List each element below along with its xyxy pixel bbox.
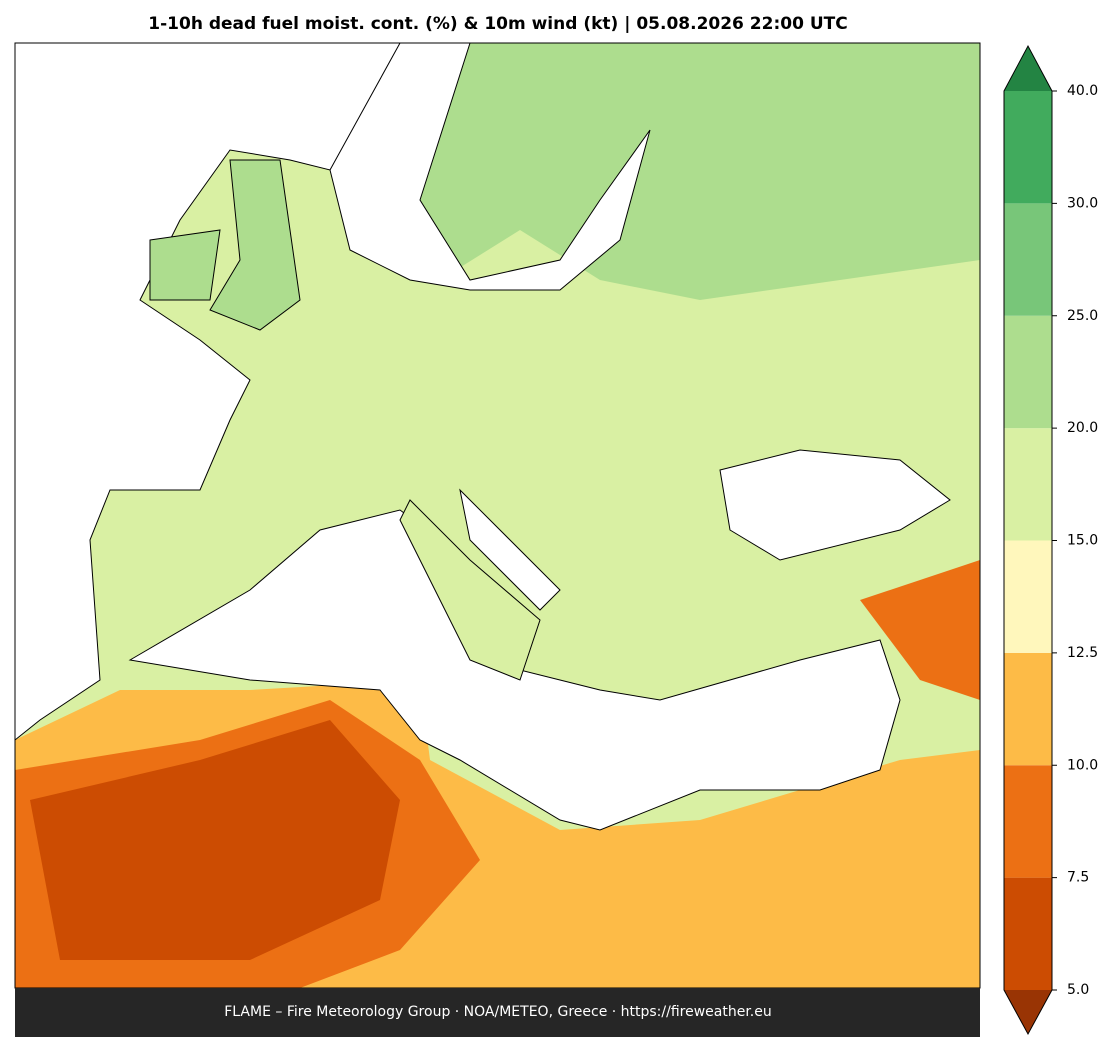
colorbar-band (1004, 765, 1052, 878)
colorbar-tick-label: 40.0 (1067, 83, 1098, 99)
colorbar-tick-label: 5.0 (1067, 982, 1089, 998)
colorbar-band (1004, 428, 1052, 541)
land-sahara-dry (30, 720, 400, 960)
land-north (380, 43, 980, 300)
ireland (149, 229, 221, 301)
adriatic (459, 488, 561, 611)
colorbar-band (1004, 91, 1052, 204)
baltic (329, 42, 651, 291)
colorbar-band (1004, 877, 1052, 990)
colorbar-band (1004, 203, 1052, 316)
title: 1-10h dead fuel moist. cont. (%) & 10m w… (148, 14, 847, 34)
footer-bar (15, 988, 980, 1037)
colorbar: 5.0 7.5 10.0 12.5 15.0 20.0 25.0 30.0 40.0 (1003, 44, 1098, 1036)
colorbar-tick-label: 20.0 (1067, 420, 1098, 436)
colorbar-band (1004, 652, 1052, 766)
britain (209, 159, 301, 331)
black-sea (719, 449, 951, 561)
italy (399, 499, 541, 681)
footer-text: FLAME – Fire Meteorology Group · NOA/MET… (224, 1004, 772, 1020)
colorbar-tick-label: 30.0 (1067, 195, 1098, 211)
colorbar-tick-label: 15.0 (1067, 533, 1098, 549)
land-east (860, 560, 980, 700)
map (14, 42, 981, 989)
colorbar-band (1004, 540, 1052, 653)
colorbar-tick-label: 10.0 (1067, 757, 1098, 773)
colorbar-tick-label: 25.0 (1067, 308, 1098, 324)
colorbar-tick-label: 12.5 (1067, 645, 1098, 661)
colorbar-extend-high (1004, 46, 1052, 91)
colorbar-tick-label: 7.5 (1067, 870, 1089, 886)
colorbar-extend-low (1004, 990, 1052, 1034)
colorbar-band (1004, 315, 1052, 429)
